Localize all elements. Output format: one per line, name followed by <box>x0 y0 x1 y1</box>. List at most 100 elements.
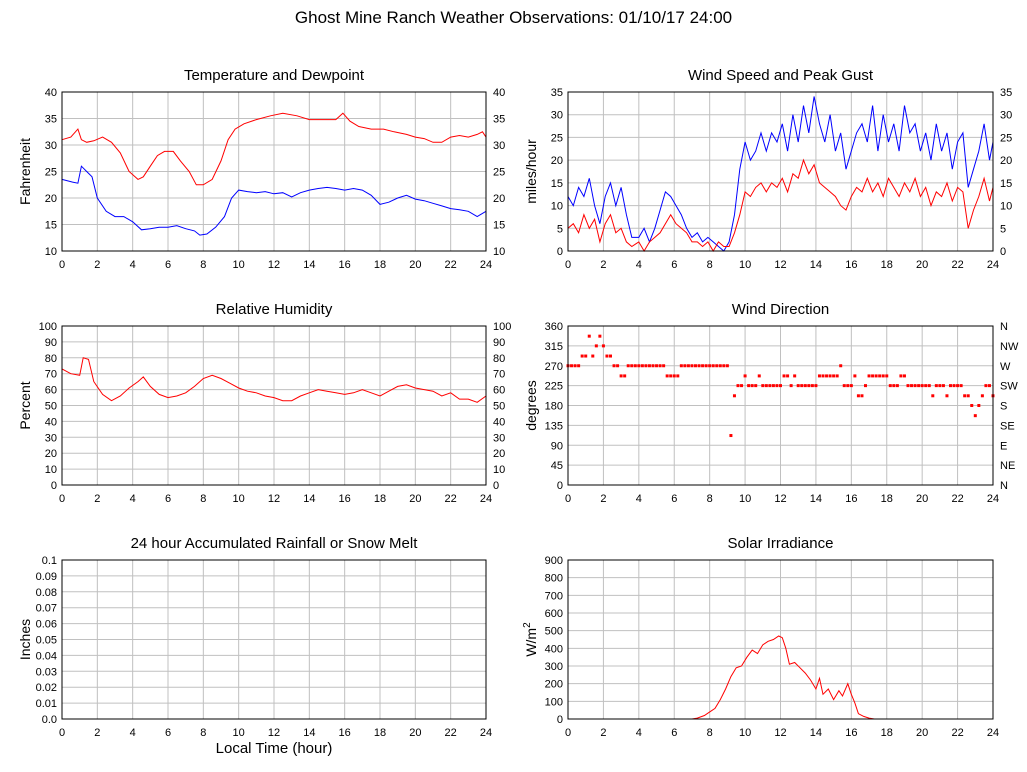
x-tick-label: 8 <box>200 493 206 505</box>
data-point <box>913 384 917 388</box>
x-tick-label: 16 <box>845 493 857 505</box>
y-tick-label: 80 <box>45 353 57 365</box>
series-line-1 <box>567 96 994 252</box>
y-axis-label: Inches <box>17 619 33 660</box>
y-tick-label: 200 <box>545 679 563 691</box>
y-axis-label: W/m2 <box>522 622 539 657</box>
data-point <box>754 384 758 388</box>
data-point <box>736 384 740 388</box>
y-tick-label: 25 <box>551 132 563 144</box>
data-point <box>757 374 761 378</box>
x-tick-label: 20 <box>409 727 421 739</box>
y-tick-label: 600 <box>545 608 563 620</box>
x-tick-label: 4 <box>130 493 136 505</box>
data-point <box>941 384 945 388</box>
data-point <box>963 394 967 398</box>
data-point <box>591 354 595 358</box>
y-tick-label: 0.02 <box>36 682 57 694</box>
y-axis-label-superscript: 2 <box>522 622 533 628</box>
data-point <box>601 344 605 348</box>
x-tick-label: 18 <box>881 493 893 505</box>
data-point <box>832 374 836 378</box>
x-tick-label: 16 <box>845 727 857 739</box>
data-point <box>959 384 963 388</box>
x-tick-label: 12 <box>268 259 280 271</box>
series-line-2 <box>61 165 487 236</box>
data-point <box>839 364 843 368</box>
x-tick-label: 14 <box>303 493 315 505</box>
y-axis-label: degrees <box>523 380 539 431</box>
x-tick-label: 8 <box>707 493 713 505</box>
y-tick-label: 90 <box>551 440 563 452</box>
x-tick-label: 2 <box>94 259 100 271</box>
chart-wind-direction: 0 2 4 6 8 10 12 14 16 18 20 22 240459013518022527031… <box>523 301 1019 505</box>
data-point <box>676 374 680 378</box>
x-tick-label: 14 <box>810 727 822 739</box>
y-tick-label: 360 <box>545 321 563 333</box>
y-tick-label: 135 <box>545 420 563 432</box>
data-point <box>910 384 914 388</box>
data-point <box>665 374 669 378</box>
data-point <box>895 384 899 388</box>
x-tick-label: 2 <box>94 727 100 739</box>
right-tick-label: E <box>1000 440 1007 452</box>
data-point <box>828 374 832 378</box>
y-tick-label: 400 <box>545 643 563 655</box>
series-line-1 <box>61 357 487 403</box>
x-tick-label: 4 <box>130 727 136 739</box>
y-tick-label: 90 <box>45 337 57 349</box>
x-tick-label: 10 <box>233 493 245 505</box>
data-point <box>647 364 651 368</box>
x-tick-label: 16 <box>339 259 351 271</box>
series-line-1 <box>61 112 487 186</box>
chart-wind-speed: 0 2 4 6 8 10 12 14 16 18 20 22 240510152025303505101… <box>523 67 1012 271</box>
y-tick-label: 20 <box>45 448 57 460</box>
y-tick-label: 60 <box>45 385 57 397</box>
plot-frame <box>567 559 994 720</box>
right-tick-label: 15 <box>493 220 505 232</box>
right-tick-label: 35 <box>493 114 505 126</box>
data-point <box>669 374 673 378</box>
data-point <box>956 384 960 388</box>
data-point <box>747 384 751 388</box>
data-point <box>856 394 860 398</box>
y-tick-label: 50 <box>45 401 57 413</box>
right-tick-label: SE <box>1000 420 1015 432</box>
data-point <box>871 374 875 378</box>
y-tick-label: 0.05 <box>36 635 57 647</box>
y-tick-label: 10 <box>45 464 57 476</box>
y-tick-label: 30 <box>45 432 57 444</box>
data-point <box>934 384 938 388</box>
y-tick-label: 0 <box>557 714 563 726</box>
right-tick-label: 70 <box>493 369 505 381</box>
data-point <box>570 364 574 368</box>
data-point <box>655 364 659 368</box>
y-tick-label: 300 <box>545 661 563 673</box>
data-point <box>789 384 793 388</box>
data-point <box>722 364 726 368</box>
data-point <box>594 344 598 348</box>
data-point <box>817 374 821 378</box>
x-tick-label: 10 <box>739 493 751 505</box>
data-point <box>931 394 935 398</box>
data-point <box>690 364 694 368</box>
y-tick-label: 15 <box>45 220 57 232</box>
data-point <box>888 384 892 388</box>
x-tick-label: 6 <box>671 493 677 505</box>
x-tick-label: 0 <box>565 259 571 271</box>
y-tick-label: 225 <box>545 381 563 393</box>
series-line-2 <box>567 158 994 252</box>
y-tick-label: 70 <box>45 369 57 381</box>
data-point <box>633 364 637 368</box>
x-tick-label: 6 <box>165 259 171 271</box>
chart-title: Solar Irradiance <box>728 535 834 552</box>
chart-solar: 0 2 4 6 8 10 12 14 16 18 20 22 240100200300400500600… <box>522 535 999 739</box>
data-point <box>694 364 697 368</box>
data-point <box>970 404 974 407</box>
right-tick-label: SW <box>1000 381 1018 393</box>
data-point <box>849 384 853 388</box>
right-tick-label: 30 <box>1000 110 1012 122</box>
data-point <box>686 364 690 368</box>
x-tick-label: 10 <box>739 727 751 739</box>
x-tick-label: 18 <box>374 259 386 271</box>
